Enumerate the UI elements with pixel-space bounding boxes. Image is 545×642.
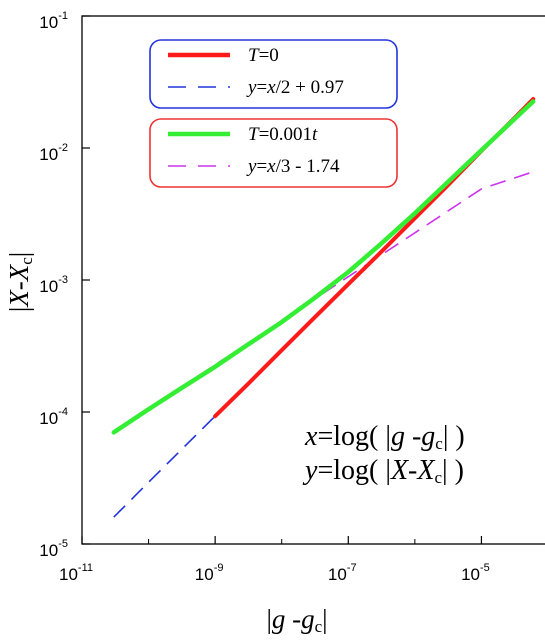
x-tick-exp: -7 [347, 562, 357, 574]
annotation-part: =log( | [317, 421, 391, 452]
legend-label: T=0.001t [248, 124, 318, 145]
y-axis-title: |X-Xc| [4, 252, 36, 312]
x-axis-title: |g -gc| [266, 604, 327, 636]
legend-label-part: x [266, 77, 276, 98]
y-tick-base: 10 [39, 13, 58, 32]
x-axis-title-part: g [272, 604, 286, 634]
series-line-2 [111, 99, 536, 435]
y-tick-label: 10-4 [39, 406, 68, 428]
legend-label: y=x/2 + 0.97 [246, 77, 344, 98]
y-tick-base: 10 [39, 277, 58, 296]
y-axis-title-part: X [4, 289, 34, 308]
annotation-layer: x=log( |g -gc| )y=log( |X-Xc| ) [302, 421, 465, 487]
series-layer [111, 97, 536, 518]
legend-label-part: T [248, 45, 260, 66]
x-axis-title-part: c [315, 617, 323, 636]
y-tick-label: 10-1 [39, 10, 68, 32]
annotation-part: g [391, 421, 405, 452]
y-tick-exp: -4 [58, 406, 68, 418]
x-tick-base: 10 [328, 565, 347, 584]
legend-label: y=x/3 - 1.74 [246, 156, 340, 177]
y-tick-base: 10 [39, 541, 58, 560]
legend-label-part: /2 + 0.97 [276, 77, 344, 98]
annotation-part: c [434, 468, 442, 487]
y-tick-exp: -5 [58, 538, 68, 550]
legend-label-part: y [246, 77, 257, 98]
x-axis-title-part: | [266, 604, 271, 634]
legend-label-part: =0.001 [259, 124, 312, 145]
annotation-line: x=log( |g -gc| ) [304, 421, 465, 453]
y-tick-base: 10 [39, 409, 58, 428]
x-tick-base: 10 [461, 565, 480, 584]
x-tick-label: 10-11 [59, 562, 93, 584]
legend-label: T=0 [248, 45, 279, 66]
annotation-part: x [304, 421, 318, 452]
y-axis-title-part: | [4, 252, 34, 257]
x-tick-exp: -9 [214, 562, 224, 574]
annotation-part: | ) [443, 421, 465, 452]
x-tick-label: 10-7 [328, 562, 357, 584]
annotation-part: y [302, 455, 318, 486]
annotation-part: X [416, 455, 435, 486]
y-axis-title-part: | [4, 307, 34, 312]
annotation-part: - [408, 455, 417, 486]
x-tick-base: 10 [59, 565, 78, 584]
y-tick-base: 10 [39, 145, 58, 164]
x-tick-exp: -5 [480, 562, 490, 574]
y-tick-exp: -2 [58, 142, 68, 154]
y-tick-exp: -1 [58, 10, 68, 22]
annotation-line: y=log( |X-Xc| ) [302, 455, 464, 487]
y-axis-title-part: - [4, 281, 34, 290]
y-tick-label: 10-3 [39, 274, 68, 296]
x-axis-title-part: - [285, 604, 301, 634]
annotation-part: - [405, 421, 421, 452]
annotation-part: | ) [442, 455, 464, 486]
legend-label-part: x [266, 156, 276, 177]
x-tick-label: 10-5 [461, 562, 490, 584]
legend-label-part: =0 [259, 45, 279, 66]
x-tick-label: 10-9 [195, 562, 224, 584]
y-axis-title-part: X [4, 263, 34, 282]
y-axis-title-part: c [17, 257, 36, 265]
legend-label-part: T [248, 124, 260, 145]
annotation-part: c [435, 434, 443, 453]
ticks-layer: 10-11 10-9 10-7 10-510-510-410-310-210-1 [39, 10, 489, 584]
annotation-part: X [390, 455, 409, 486]
x-tick-base: 10 [195, 565, 214, 584]
annotation-part: =log( | [317, 455, 391, 486]
legend-label-part: = [256, 156, 267, 177]
x-axis-title-part: g [301, 604, 315, 634]
legend-label-part: /3 - 1.74 [276, 156, 340, 177]
axis-title-layer: |g -gc||X-Xc| [4, 252, 328, 636]
y-tick-exp: -3 [58, 274, 68, 286]
y-tick-label: 10-5 [39, 538, 68, 560]
legend-label-part: = [256, 77, 267, 98]
legend-label-part: t [312, 124, 318, 145]
x-tick-exp: -11 [78, 562, 93, 574]
annotation-part: g [421, 421, 435, 452]
legend-label-part: y [246, 156, 257, 177]
y-tick-label: 10-2 [39, 142, 68, 164]
x-axis-title-part: | [322, 604, 327, 634]
